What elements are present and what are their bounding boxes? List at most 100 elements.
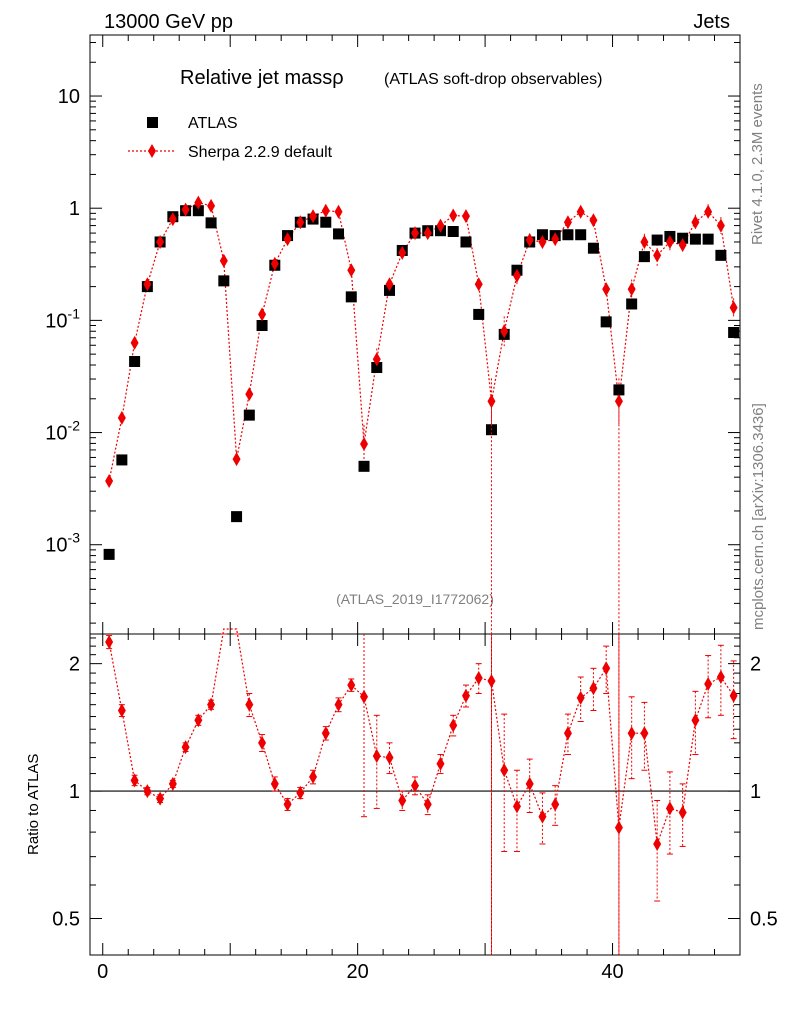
ratio-point [385, 750, 394, 765]
sherpa-point [704, 204, 713, 219]
sherpa-point [156, 234, 165, 249]
ratio-point [538, 809, 547, 824]
ratio-point [576, 690, 585, 705]
sherpa-point [627, 282, 636, 297]
atlas-point [651, 234, 663, 246]
ratio-point [105, 634, 114, 649]
header-left: 13000 GeV pp [104, 11, 233, 33]
ratio-point [614, 820, 623, 835]
atlas-point [587, 242, 599, 254]
sherpa-point [461, 209, 470, 224]
atlas-point [626, 298, 638, 310]
sherpa-point [653, 248, 662, 263]
ratio-tick-label-right: 0.5 [750, 909, 778, 931]
sherpa-point [105, 473, 114, 488]
ratio-point [665, 801, 674, 816]
ratio-panel-frame [89, 633, 741, 956]
sherpa-point [487, 394, 496, 409]
ratio-point [398, 793, 407, 808]
rivet-label: Rivet 4.1.0, 2.3M events [749, 83, 766, 245]
y-tick-label: 10-1 [45, 305, 80, 332]
ratio-series-line [108, 628, 735, 845]
y-tick-label: 10-2 [45, 418, 80, 445]
sherpa-point [168, 212, 177, 227]
ratio-point [729, 688, 738, 703]
ratio-point [627, 726, 636, 741]
sherpa-point [334, 204, 343, 219]
legend-atlas-marker [147, 117, 158, 128]
atlas-point [473, 308, 485, 320]
sherpa-point [614, 394, 623, 409]
atlas-point [116, 454, 128, 466]
sherpa-point [219, 253, 228, 268]
sherpa-point [665, 234, 674, 249]
y-tick-label: 10 [58, 86, 80, 108]
ratio-point [168, 776, 177, 791]
sherpa-point [245, 387, 254, 402]
sherpa-point [525, 233, 534, 248]
atlas-point [256, 320, 268, 332]
ratio-point [704, 677, 713, 692]
sherpa-point [551, 232, 560, 247]
atlas-point [320, 216, 332, 228]
ratio-point [372, 749, 381, 764]
atlas-point [613, 384, 625, 396]
atlas-point [728, 326, 740, 338]
sherpa-point [283, 232, 292, 247]
atlas-point [715, 249, 727, 261]
atlas-point [103, 548, 115, 560]
atlas-point [536, 229, 548, 241]
y-tick-label: 10-3 [45, 530, 80, 557]
sherpa-point [194, 195, 203, 210]
ratio-point [563, 726, 572, 741]
atlas-point [702, 233, 714, 245]
atlas-point [638, 251, 650, 263]
ratio-point [436, 756, 445, 771]
sherpa-point [130, 335, 139, 350]
sherpa-point [729, 300, 738, 315]
ratio-point [334, 697, 343, 712]
atlas-point [345, 291, 357, 303]
sherpa-point [360, 437, 369, 452]
ratio-point [653, 836, 662, 851]
ratio-point [589, 681, 598, 696]
ratio-point [449, 718, 458, 733]
sherpa-point [232, 452, 241, 467]
ratio-point [258, 735, 267, 750]
x-tick-label: 40 [601, 961, 623, 983]
x-tick-label: 20 [347, 961, 369, 983]
chart-subtitle: (ATLAS soft-drop observables) [384, 71, 602, 88]
atlas-point [689, 233, 701, 245]
ratio-point [602, 661, 611, 676]
ratio-point [716, 669, 725, 684]
ratio-ylabel: Ratio to ATLAS [25, 754, 42, 855]
sherpa-point [678, 237, 687, 252]
sherpa-point [602, 282, 611, 297]
ratio-tick-label-right: 1 [750, 781, 761, 803]
atlas-point [575, 229, 587, 241]
sherpa-point [181, 202, 190, 217]
ratio-point [270, 776, 279, 791]
sherpa-point [691, 215, 700, 230]
x-tick-label: 0 [97, 961, 108, 983]
sherpa-point [117, 410, 126, 425]
sherpa-point [321, 203, 330, 218]
ratio-point [512, 799, 521, 814]
sherpa-point [436, 218, 445, 233]
ratio-point [245, 697, 254, 712]
sherpa-point [589, 213, 598, 228]
sherpa-point [576, 204, 585, 219]
sherpa-point [372, 352, 381, 367]
sherpa-point [347, 263, 356, 278]
ratio-point [423, 797, 432, 812]
ratio-point [321, 726, 330, 741]
atlas-point [600, 316, 612, 328]
ratio-point [117, 703, 126, 718]
analysis-watermark: (ATLAS_2019_I1772062) [336, 591, 494, 607]
atlas-point [358, 460, 370, 472]
sherpa-point [716, 218, 725, 233]
axes-group: 0 20 40 10-3 10-2 10-1 1 10 0.5 0.5 1 1 2 2 [45, 35, 778, 983]
ratio-point [130, 773, 139, 788]
sherpa-point [538, 234, 547, 249]
atlas-point [218, 275, 230, 287]
